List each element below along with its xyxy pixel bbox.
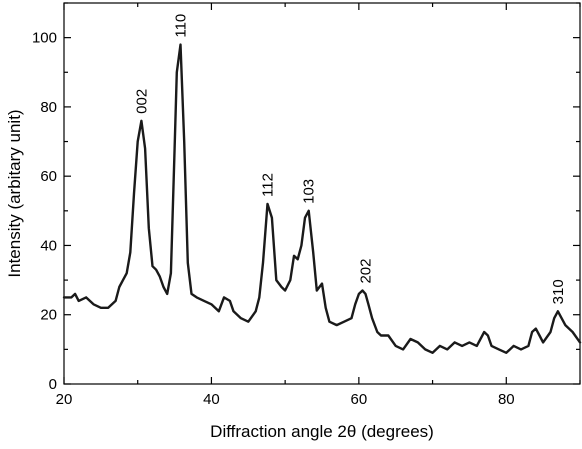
plot-frame xyxy=(63,2,581,385)
y-tick-label: 100 xyxy=(32,30,57,47)
x-axis-title: Diffraction angle 2θ (degrees) xyxy=(210,422,434,441)
x-tick-label: 60 xyxy=(351,391,368,408)
peak-labels: 002 110 112 103 202 310 xyxy=(133,14,566,305)
x-tick-label: 80 xyxy=(498,391,515,408)
y-tick-label: 60 xyxy=(40,168,57,185)
peak-label: 002 xyxy=(133,89,150,114)
plot-border xyxy=(63,2,581,385)
y-tick-label: 0 xyxy=(49,376,57,393)
peak-label: 110 xyxy=(172,14,189,38)
y-tick-label: 40 xyxy=(40,237,57,254)
peak-label: 103 xyxy=(301,179,318,204)
x-tick-label: 20 xyxy=(56,391,73,408)
y-tick-label: 80 xyxy=(40,99,57,116)
x-axis-ticks: 20 40 60 80 xyxy=(56,3,581,408)
y-axis-ticks: 0 20 40 60 80 100 xyxy=(32,2,580,393)
peak-label: 310 xyxy=(550,279,567,304)
y-tick-label: 20 xyxy=(40,307,57,324)
peak-label: 202 xyxy=(357,259,374,284)
series-layer xyxy=(62,43,582,354)
x-tick-label: 40 xyxy=(203,391,220,408)
y-axis-title: Intensity (arbitary unit) xyxy=(5,109,24,277)
xrd-pattern-line xyxy=(62,43,582,354)
peak-label: 112 xyxy=(259,173,276,197)
